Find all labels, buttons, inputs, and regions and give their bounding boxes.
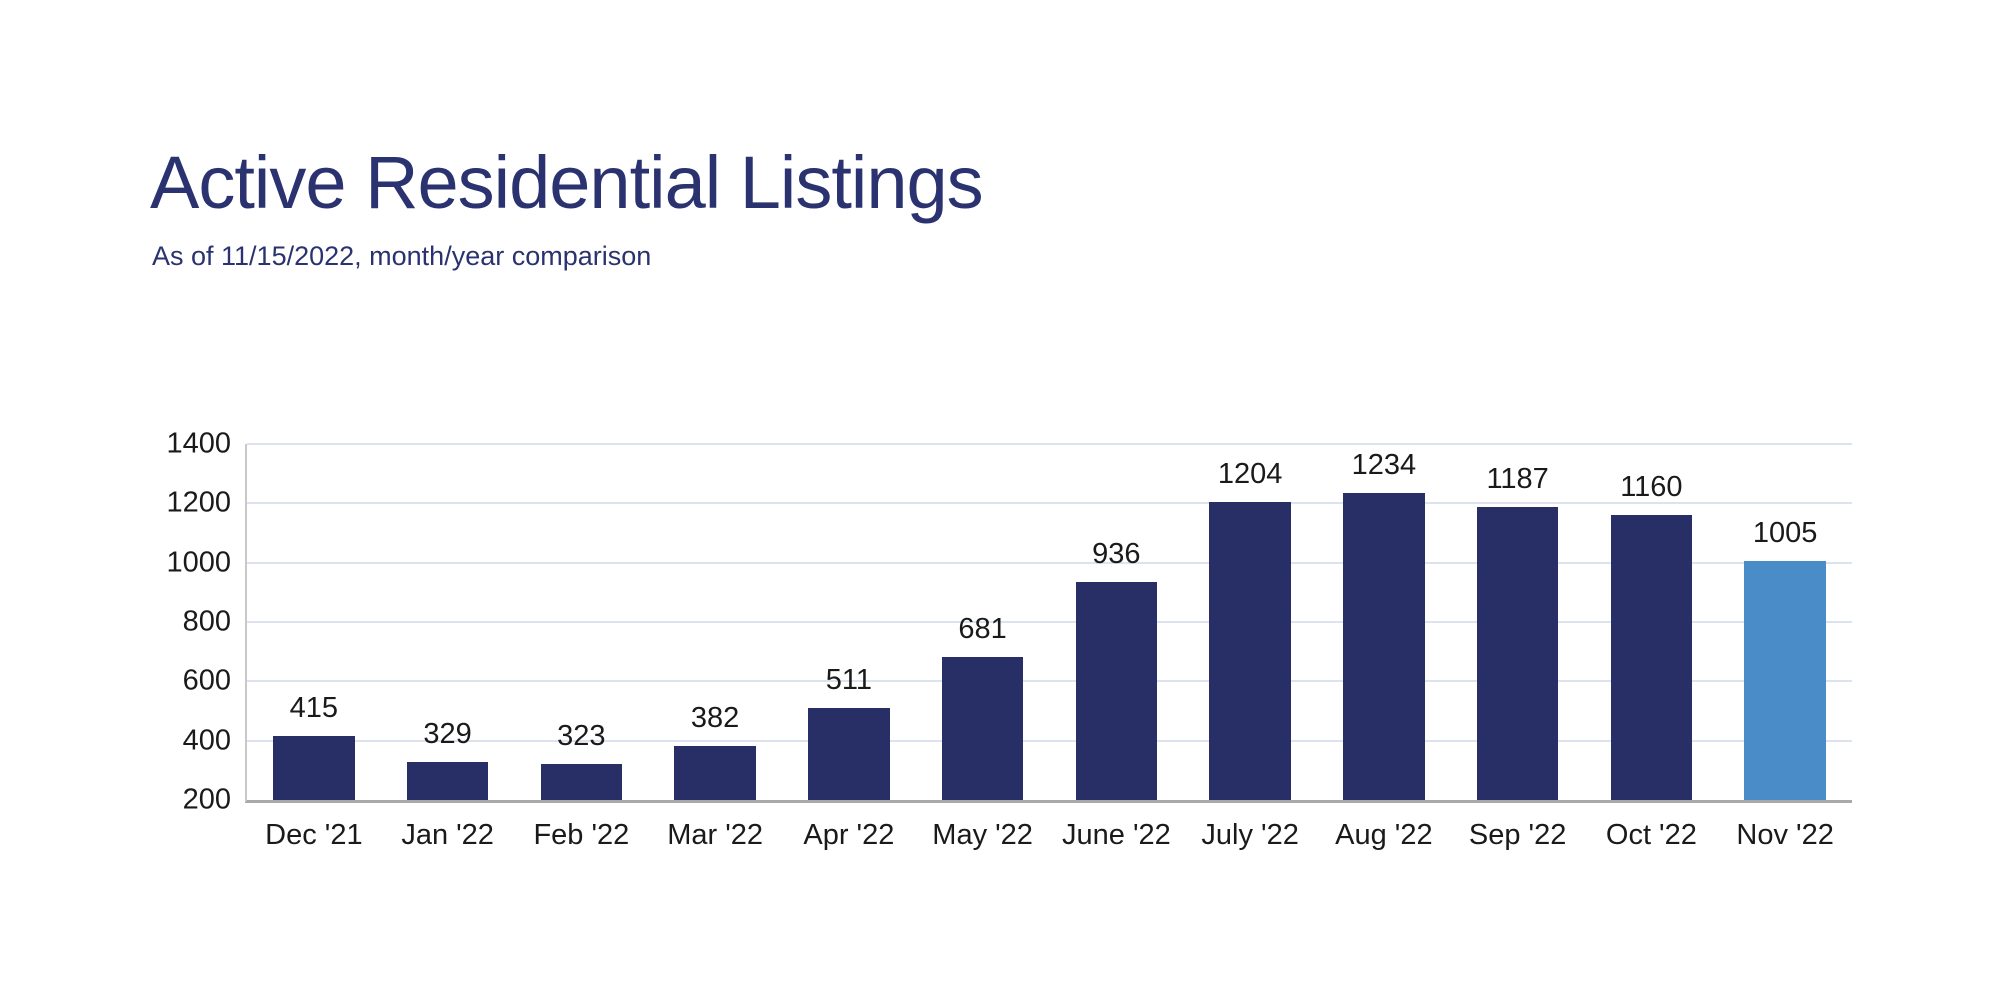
x-axis-label: Nov '22 (1736, 819, 1834, 851)
y-tick-label: 1200 (166, 486, 231, 519)
bar-group: 382 (648, 444, 782, 800)
x-axis-label: Aug '22 (1335, 819, 1433, 851)
bar-group: 511 (782, 444, 916, 800)
gridline (247, 561, 1852, 564)
gridline (247, 621, 1852, 623)
x-axis-labels: Dec '21 Jan '22 Feb '22 Mar '22 Apr '22 May '… (247, 819, 1852, 852)
bar-group: 329 (381, 444, 515, 800)
gridline (247, 680, 1852, 683)
x-axis-label: Dec '21 (265, 819, 363, 851)
y-tick-label: 200 (182, 783, 231, 816)
bar-group: 415 (247, 444, 381, 800)
bar-group: 1187 (1451, 444, 1585, 800)
bar-group: 936 (1050, 444, 1184, 800)
bar-value-label: 415 (289, 692, 339, 725)
bar-group: 1005 (1718, 444, 1852, 800)
bar (1610, 515, 1693, 800)
x-axis-label: Oct '22 (1605, 819, 1697, 851)
bar (941, 657, 1024, 800)
x-axis-label: June '22 (1062, 819, 1171, 851)
bar-value-label: 1005 (1752, 517, 1818, 550)
page-title: Active Residential Listings (150, 141, 984, 224)
x-axis-label: Feb '22 (533, 819, 630, 851)
bar-value-label: 1234 (1351, 449, 1417, 482)
gridline (247, 443, 1852, 445)
bar (1744, 561, 1826, 800)
bar-group: 323 (515, 444, 649, 800)
gridline (247, 502, 1852, 505)
bar-value-label: 1187 (1486, 463, 1549, 496)
bar-value-label: 1204 (1217, 458, 1283, 491)
bar (1343, 493, 1425, 800)
bar-value-label: 511 (825, 663, 872, 696)
bar (406, 761, 489, 800)
bar-value-label: 323 (557, 719, 606, 752)
bar-value-label: 681 (958, 613, 1007, 646)
bar-value-label: 1160 (1620, 471, 1683, 504)
x-axis-label: Jan '22 (401, 819, 494, 851)
bar (273, 736, 355, 800)
x-axis-label: July '22 (1201, 819, 1299, 851)
bars: 415 329 323 382 511 681 936 1204 1234 1187 1160 100… (247, 444, 1852, 800)
x-axis-label: Sep '22 (1468, 819, 1567, 851)
bar-group: 1204 (1183, 444, 1317, 800)
bar (1075, 581, 1158, 800)
y-tick-label: 600 (182, 664, 231, 697)
bar (1476, 507, 1559, 800)
gridlines (247, 443, 1852, 800)
page-subtitle: As of 11/15/2022, month/year comparison (152, 241, 652, 271)
bar (1209, 502, 1291, 800)
bar-group: 681 (916, 444, 1050, 800)
bar-value-label: 329 (423, 717, 472, 750)
bar-group: 1160 (1585, 444, 1719, 800)
bar (808, 707, 890, 800)
bar-value-label: 382 (690, 702, 740, 735)
bar (674, 746, 756, 800)
y-tick-label: 1000 (166, 546, 231, 579)
x-axis-label: May '22 (932, 819, 1033, 851)
x-axis-label: Mar '22 (667, 819, 764, 851)
y-tick-label: 800 (182, 605, 231, 638)
x-axis-label: Apr '22 (803, 819, 895, 851)
y-tick-label: 400 (182, 724, 231, 757)
y-axis-labels: 200 400 600 800 1000 1200 1400 (137, 428, 247, 816)
bar-group: 1234 (1317, 444, 1451, 800)
bar (540, 763, 623, 800)
y-tick-label: 1400 (166, 427, 231, 460)
bar-value-label: 936 (1092, 537, 1141, 570)
bar-chart: 200 400 600 800 1000 1200 1400 415 329 323 382 511… (166, 428, 1852, 851)
gridline (247, 739, 1852, 742)
